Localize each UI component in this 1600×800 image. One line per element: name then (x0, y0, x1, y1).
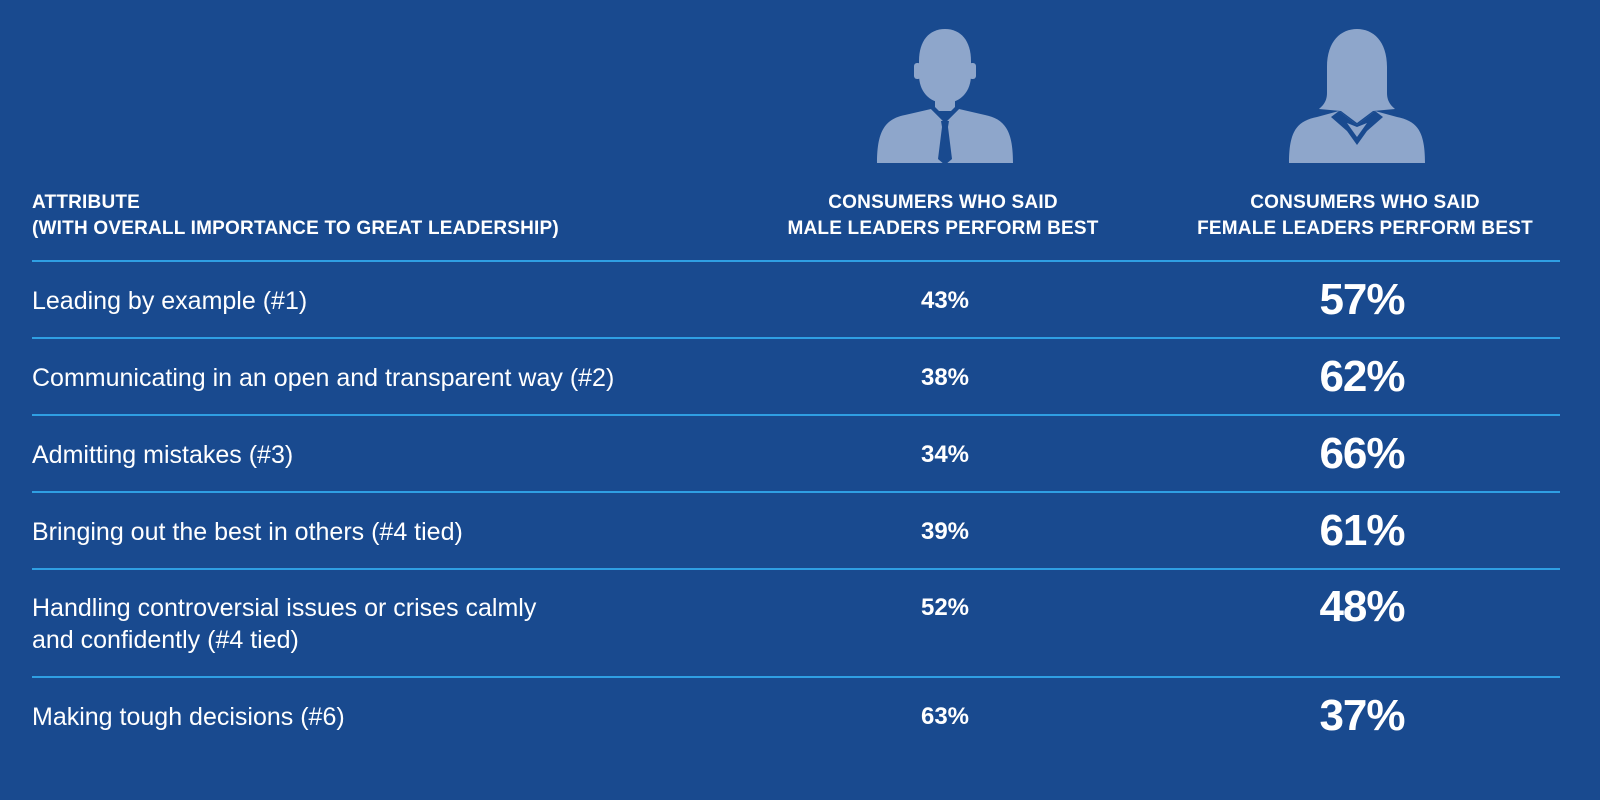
male-header-line-1: CONSUMERS WHO SAID (828, 192, 1058, 213)
row-divider (32, 337, 1560, 339)
attribute-header-line-1: ATTRIBUTE (32, 192, 141, 213)
male-header-line-2: MALE LEADERS PERFORM BEST (787, 218, 1099, 239)
row-divider (32, 491, 1560, 493)
row-divider (32, 676, 1560, 678)
attribute-label-line: Admitting mistakes (#3) (32, 441, 294, 469)
attribute-label: Bringing out the best in others (#4 tied… (32, 516, 463, 548)
female-value: 62% (1319, 352, 1405, 401)
attribute-label-line: Handling controversial issues or crises … (32, 594, 537, 622)
attribute-label-line: Leading by example (#1) (32, 287, 308, 315)
male-value: 43% (920, 287, 970, 314)
female-value: 37% (1319, 691, 1405, 740)
male-value: 63% (920, 703, 970, 730)
attribute-label: Admitting mistakes (#3) (32, 439, 293, 471)
female-leader-icon (1287, 27, 1427, 167)
row-divider (32, 568, 1560, 570)
female-value: 57% (1319, 275, 1405, 324)
attribute-header-line-2: (WITH OVERALL IMPORTANCE TO GREAT LEADER… (32, 218, 559, 239)
row-divider (32, 260, 1560, 262)
attribute-label-line: Communicating in an open and transparent… (32, 364, 615, 392)
male-value: 52% (920, 594, 970, 621)
attribute-label-line: Bringing out the best in others (#4 tied… (32, 518, 463, 546)
female-value: 48% (1319, 582, 1405, 631)
male-leader-icon (875, 27, 1015, 167)
attribute-label: Leading by example (#1) (32, 285, 307, 317)
male-value: 34% (920, 441, 970, 468)
attribute-label-line: and confidently (#4 tied) (32, 626, 299, 654)
female-header-line-2: FEMALE LEADERS PERFORM BEST (1197, 218, 1533, 239)
female-column-header: CONSUMERS WHO SAID FEMALE LEADERS PERFOR… (1165, 190, 1565, 242)
female-header-line-1: CONSUMERS WHO SAID (1250, 192, 1480, 213)
attribute-label: Communicating in an open and transparent… (32, 362, 614, 394)
attribute-label-line: Making tough decisions (#6) (32, 703, 345, 731)
attribute-label: Handling controversial issues or crises … (32, 592, 536, 656)
male-column-header: CONSUMERS WHO SAID MALE LEADERS PERFORM … (758, 190, 1128, 242)
attribute-column-header: ATTRIBUTE (WITH OVERALL IMPORTANCE TO GR… (32, 190, 559, 242)
attribute-label: Making tough decisions (#6) (32, 701, 345, 733)
row-divider (32, 414, 1560, 416)
male-value: 38% (920, 364, 970, 391)
female-value: 66% (1319, 429, 1405, 478)
male-value: 39% (920, 518, 970, 545)
female-value: 61% (1319, 506, 1405, 555)
